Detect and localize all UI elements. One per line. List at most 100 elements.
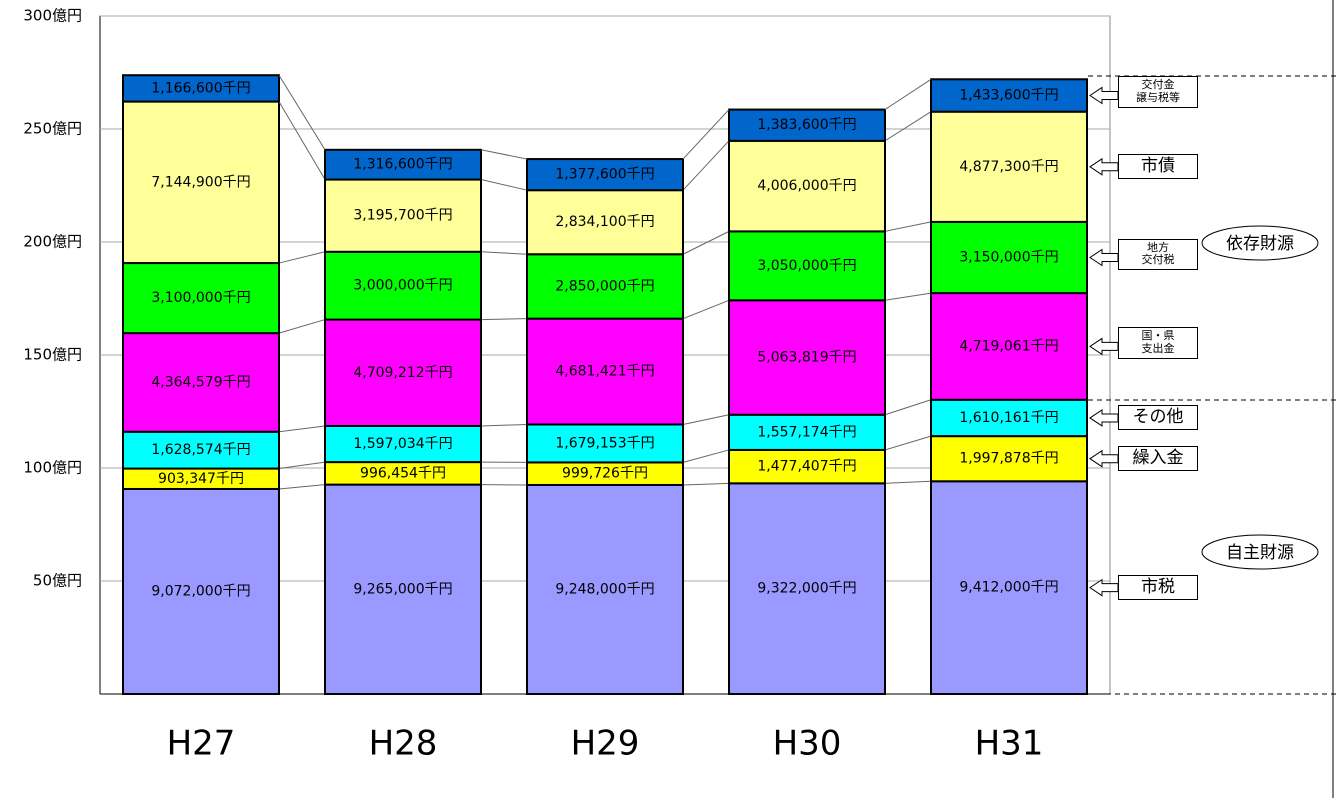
value-label: 999,726千円	[562, 466, 648, 482]
legend-arrow	[1089, 86, 1119, 105]
value-label: 4,719,061千円	[959, 338, 1058, 354]
group-ellipse	[1201, 225, 1319, 261]
legend-arrow	[1089, 449, 1119, 468]
value-label: 9,072,000千円	[151, 583, 250, 599]
connector	[682, 230, 730, 255]
connector	[682, 482, 730, 486]
value-label: 9,322,000千円	[757, 581, 856, 597]
bar-segment	[526, 483, 684, 696]
bar-segment	[930, 480, 1088, 695]
connector	[480, 179, 528, 191]
legend-label: その他	[1118, 404, 1198, 431]
connector	[278, 425, 326, 433]
y-tick-label: 300億円	[23, 7, 82, 25]
value-label: 1,166,600千円	[151, 80, 250, 96]
connector	[278, 461, 326, 470]
connector	[884, 399, 932, 416]
x-tick-label: H28	[369, 724, 438, 764]
value-label: 4,877,300千円	[959, 159, 1058, 175]
bar-segment	[122, 262, 280, 335]
connector	[278, 319, 326, 334]
value-label: 1,997,878千円	[959, 451, 1058, 467]
bar-segment	[728, 139, 886, 233]
value-label: 3,150,000千円	[959, 250, 1058, 266]
value-label: 1,377,600千円	[555, 167, 654, 183]
value-label: 3,195,700千円	[353, 208, 452, 224]
value-label: 1,597,034千円	[353, 436, 452, 452]
value-label: 4,709,212千円	[353, 365, 452, 381]
value-label: 9,265,000千円	[353, 581, 452, 597]
connector	[480, 423, 528, 427]
value-label: 2,834,100千円	[555, 214, 654, 230]
y-tick-label: 100億円	[23, 459, 82, 477]
connector	[278, 484, 326, 490]
connector	[480, 149, 528, 160]
bar-segment	[122, 430, 280, 470]
value-label: 1,316,600千円	[353, 157, 452, 173]
connector	[884, 435, 932, 451]
value-label: 3,100,000千円	[151, 290, 250, 306]
x-tick-label: H30	[773, 724, 842, 764]
value-label: 7,144,900千円	[151, 174, 250, 190]
bar-segment	[526, 189, 684, 256]
connector	[682, 140, 730, 191]
value-label: 2,850,000千円	[555, 278, 654, 294]
y-tick-label: 150億円	[23, 346, 82, 364]
connector	[480, 318, 528, 321]
bar-segment	[728, 299, 886, 416]
connector	[884, 292, 932, 301]
x-tick-label: H27	[167, 724, 236, 764]
value-label: 4,006,000千円	[757, 178, 856, 194]
bar-segment	[324, 250, 482, 321]
connector	[278, 101, 326, 180]
connector	[682, 109, 730, 160]
bar-segment	[728, 448, 886, 485]
legend-label: 市債	[1118, 153, 1198, 180]
value-label: 1,679,153千円	[555, 435, 654, 451]
group-label: 自主財源	[1226, 543, 1294, 563]
value-label: 3,000,000千円	[353, 278, 452, 294]
legend-arrow	[1089, 409, 1119, 427]
bar-segment	[526, 158, 684, 192]
connector	[278, 74, 326, 151]
bar-segment	[324, 424, 482, 464]
group-ellipse	[1201, 534, 1319, 570]
bar-segment	[728, 482, 886, 696]
legend-label: 市税	[1118, 574, 1198, 601]
connector	[884, 480, 932, 484]
y-tick-label: 200億円	[23, 233, 82, 251]
legend-arrow	[1089, 337, 1119, 356]
bar-segment	[122, 74, 280, 103]
bar-segment	[324, 178, 482, 253]
value-label: 1,557,174千円	[757, 424, 856, 440]
bar-segment	[324, 148, 482, 181]
bar-segment	[930, 398, 1088, 438]
value-label: 1,477,407千円	[757, 459, 856, 475]
connector	[682, 449, 730, 463]
bar-segment	[122, 487, 280, 696]
group-label: 依存財源	[1226, 234, 1294, 254]
value-label: 1,610,161千円	[959, 410, 1058, 426]
bar-segment	[930, 78, 1088, 113]
connector	[682, 414, 730, 425]
legend-arrow	[1089, 578, 1119, 597]
legend-arrow	[1089, 248, 1119, 267]
y-tick-label: 250億円	[23, 120, 82, 138]
value-label: 1,628,574千円	[151, 442, 250, 458]
legend-label: 地方 交付税	[1118, 238, 1198, 270]
x-tick-label: H31	[975, 724, 1044, 764]
bar-segment	[122, 100, 280, 265]
value-label: 4,364,579千円	[151, 374, 250, 390]
value-label: 9,412,000千円	[959, 580, 1058, 596]
value-label: 903,347千円	[158, 471, 244, 487]
bar-segment	[122, 332, 280, 433]
bar-segment	[930, 110, 1088, 223]
legend-label: 国・県 支出金	[1118, 327, 1198, 359]
connector	[278, 251, 326, 264]
value-label: 3,050,000千円	[757, 258, 856, 274]
bar-segment	[930, 220, 1088, 295]
bar-segment	[728, 108, 886, 142]
value-label: 5,063,819千円	[757, 350, 856, 366]
value-label: 1,433,600千円	[959, 87, 1058, 103]
